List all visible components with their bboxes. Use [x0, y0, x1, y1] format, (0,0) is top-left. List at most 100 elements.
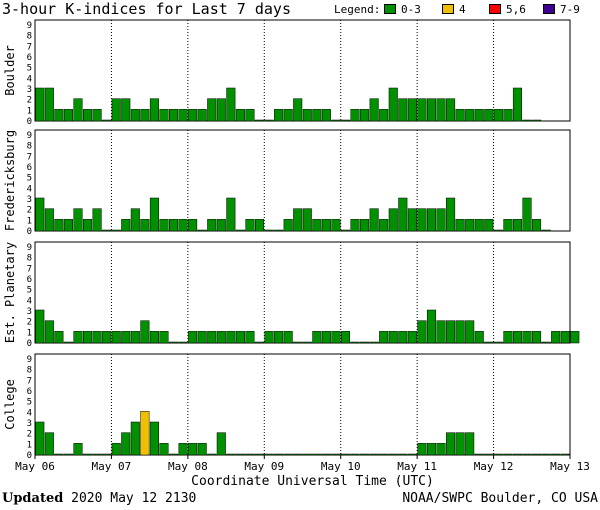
k-index-bar [92, 208, 102, 232]
k-index-bar [254, 119, 265, 122]
k-index-bar [226, 453, 236, 456]
k-index-bar [512, 219, 522, 232]
k-index-bar [140, 320, 150, 344]
k-index-bar [140, 109, 150, 122]
k-index-bar [360, 341, 370, 344]
k-index-bar [159, 219, 169, 232]
k-index-bar [369, 208, 379, 232]
k-index-bar [512, 453, 522, 456]
k-index-bar [178, 443, 188, 456]
y-tick-label: 9 [27, 21, 32, 31]
k-index-bar [331, 219, 341, 232]
y-tick-label: 7 [27, 376, 32, 386]
k-index-bar [83, 453, 93, 456]
k-index-bar [245, 453, 255, 456]
k-index-bar [102, 331, 112, 344]
k-index-bar [331, 119, 341, 122]
k-index-bar [388, 87, 398, 122]
k-index-bar [340, 453, 351, 456]
k-index-bar [121, 219, 131, 232]
k-index-bar [111, 98, 121, 122]
k-index-bar [283, 109, 293, 122]
k-index-bar [522, 453, 532, 456]
k-index-bar [484, 453, 494, 456]
y-tick-label: 3 [27, 195, 32, 205]
x-tick-label: May 07 [92, 460, 132, 473]
k-index-bar [312, 453, 322, 456]
k-index-bar [54, 331, 64, 344]
k-index-bar [235, 331, 245, 344]
panel-label: Boulder [3, 45, 17, 96]
k-index-bar [149, 331, 159, 344]
k-index-bar [35, 197, 45, 232]
k-index-bar [312, 331, 322, 344]
k-index-bar [54, 219, 64, 232]
k-index-bar [111, 443, 121, 456]
k-index-bar [398, 453, 408, 456]
k-index-bar [44, 208, 54, 232]
x-tick-label: May 09 [244, 460, 284, 473]
k-index-bar [398, 331, 408, 344]
k-index-bar [130, 421, 140, 456]
k-index-bar [340, 331, 351, 344]
k-index-bar [379, 109, 389, 122]
k-index-bar [446, 197, 456, 232]
k-index-bar [235, 109, 245, 122]
k-index-bar [417, 320, 427, 344]
k-index-bar [178, 219, 188, 232]
y-tick-label: 8 [27, 32, 32, 42]
k-index-bar [532, 453, 542, 456]
k-index-bar [140, 219, 150, 232]
k-index-bar [73, 443, 83, 456]
k-index-bar [197, 229, 207, 232]
y-tick-label: 4 [27, 184, 32, 194]
k-index-bar [293, 453, 303, 456]
k-index-bar [321, 219, 331, 232]
k-index-bar [331, 331, 341, 344]
k-index-bar [111, 229, 121, 232]
k-index-bar [312, 109, 322, 122]
k-index-bar [417, 443, 427, 456]
k-index-bar [522, 197, 532, 232]
k-index-bar [455, 320, 465, 344]
k-index-bar [417, 98, 427, 122]
y-tick-label: 5 [27, 398, 32, 408]
legend-swatch-purple [543, 4, 555, 14]
updated-timestamp: Updated 2020 May 12 2130 [2, 491, 197, 506]
panel-frame-0 [34, 19, 571, 122]
k-index-bar [130, 208, 140, 232]
y-tick-label: 7 [27, 152, 32, 162]
k-index-bar [149, 197, 159, 232]
k-index-bar [216, 432, 226, 456]
y-tick-label: 6 [27, 387, 32, 397]
k-index-bar [570, 331, 580, 344]
k-index-bar [446, 98, 456, 122]
k-index-bar [493, 229, 503, 232]
k-index-bar [312, 219, 322, 232]
k-index-bar [436, 98, 446, 122]
k-index-bar [474, 219, 484, 232]
y-tick-label: 8 [27, 254, 32, 264]
k-index-bar [226, 331, 236, 344]
legend-swatch-yellow [442, 4, 454, 14]
k-index-bar [102, 229, 112, 232]
k-index-bar [360, 109, 370, 122]
k-index-bar [35, 421, 45, 456]
k-index-bar [226, 197, 236, 232]
k-index-bar [159, 109, 169, 122]
k-index-bar [493, 453, 503, 456]
panel-frame-1 [34, 129, 571, 232]
k-index-bar [254, 341, 265, 344]
k-index-bar [407, 208, 417, 232]
k-index-bar [465, 320, 475, 344]
x-tick-label: May 13 [550, 460, 590, 473]
y-tick-label: 5 [27, 286, 32, 296]
k-index-bar [188, 219, 198, 232]
k-index-bar [274, 453, 284, 456]
k-index-bar [465, 432, 475, 456]
k-index-bar [522, 119, 532, 122]
k-index-bar [340, 229, 351, 232]
k-index-bar [388, 208, 398, 232]
k-index-bar [446, 432, 456, 456]
k-index-bar [188, 443, 198, 456]
